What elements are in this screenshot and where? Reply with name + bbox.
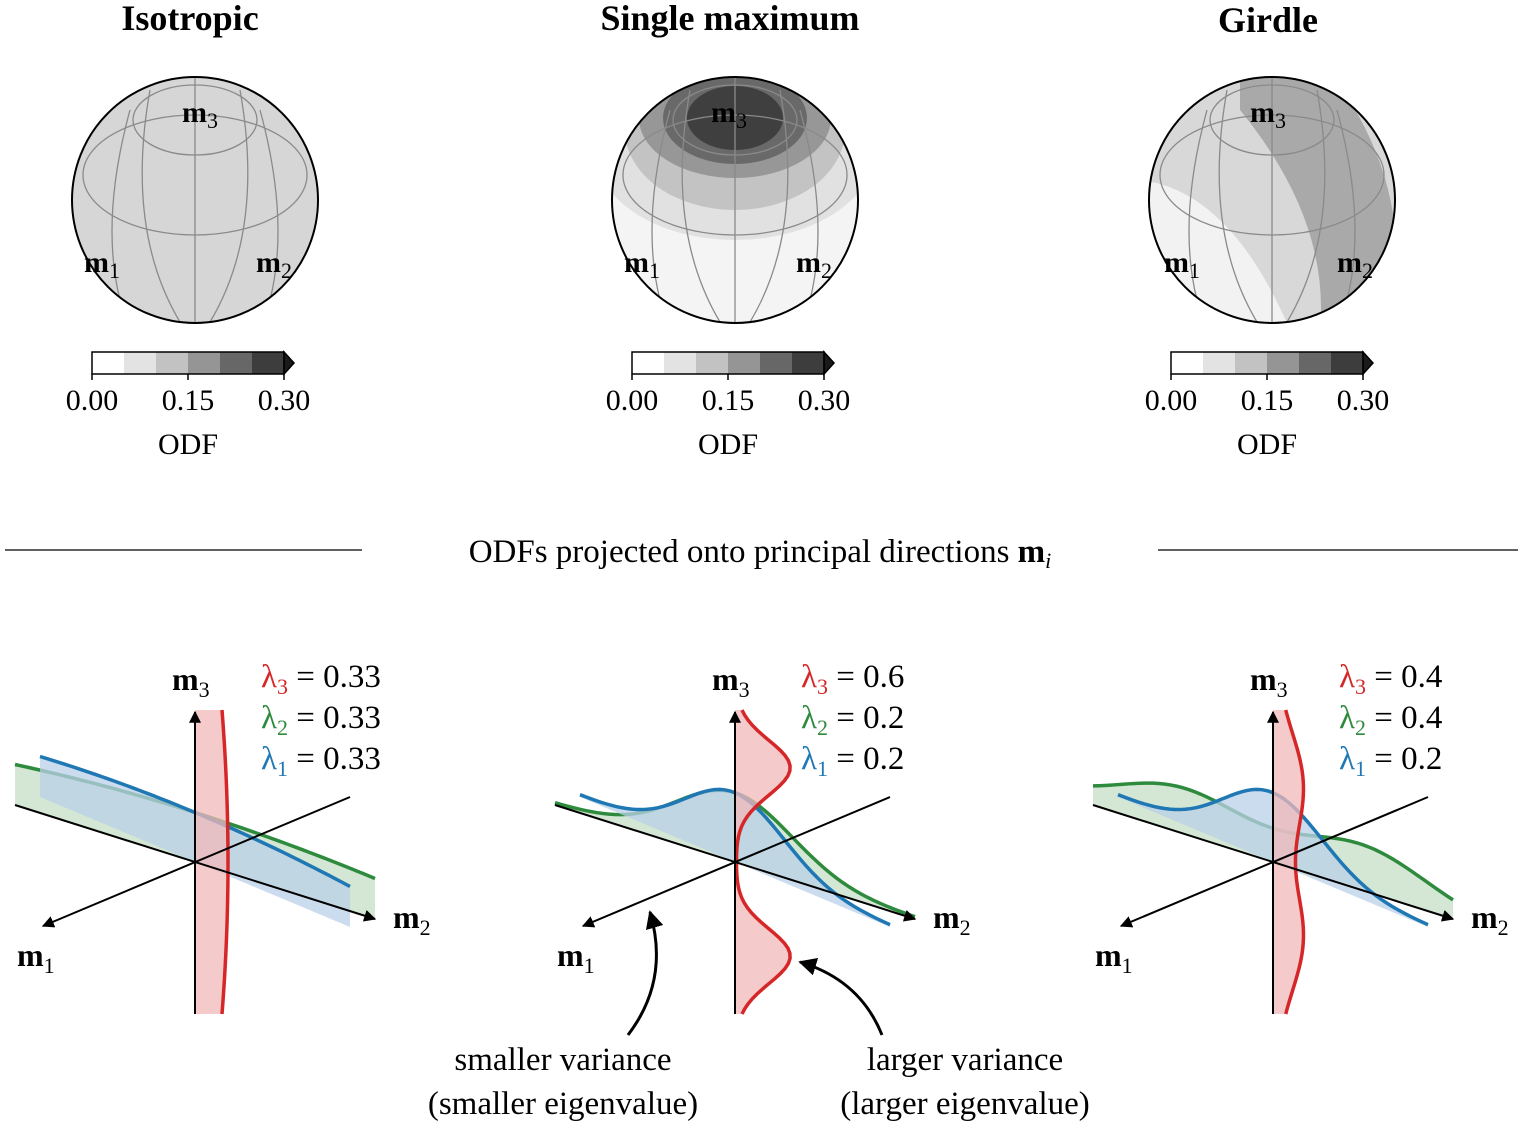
colorbar-segment: [760, 352, 792, 374]
annotations: smaller variance (smaller eigenvalue) la…: [428, 910, 1090, 1122]
colorbar-extend-arrow: [1362, 350, 1375, 376]
annotation-left-line2: (smaller eigenvalue): [428, 1086, 698, 1122]
colorbar-segment: [252, 352, 284, 374]
annotation-right-line1: larger variance: [867, 1042, 1063, 1078]
colorbar-segment: [1267, 352, 1299, 374]
colorbar-segment: [124, 352, 156, 374]
projection-panel-2: m3 m1 m2 λ3 = 0.4λ2 = 0.4λ1 = 0.2: [1092, 659, 1509, 1015]
eigenvalue-2: λ2 = 0.2: [801, 700, 904, 740]
annotation-left-line1: smaller variance: [454, 1042, 671, 1078]
colorbar-tick-label: 0.30: [1337, 384, 1390, 417]
colorbar-segment: [1203, 352, 1235, 374]
odf-projection-m3-fill: [195, 710, 228, 1014]
section-divider: ODFs projected onto principal directions…: [5, 534, 1518, 573]
sphere-gridlines: [1159, 78, 1385, 323]
colorbar-tick-label: 0.15: [1241, 384, 1294, 417]
projection-label-m1: m1: [557, 937, 595, 978]
colorbar-2: 0.00 0.15 0.30 ODF: [1145, 350, 1390, 461]
colorbar-label: ODF: [698, 428, 758, 461]
annotation-right-line2: (larger eigenvalue): [840, 1086, 1090, 1122]
annotation-arrow-left: [626, 910, 664, 1036]
odf-projection-m3-curve: [220, 709, 230, 1015]
axis-m2: [14, 804, 377, 922]
projection-label-m3: m3: [1250, 661, 1288, 702]
colorbar-tick-label: 0.00: [1145, 384, 1198, 417]
colorbar-segment: [728, 352, 760, 374]
sphere-label-m3: m3: [711, 96, 747, 133]
odf-projection-m3-fill: [735, 710, 791, 1014]
colorbar-extend-arrow: [823, 350, 836, 376]
sphere-girdle: m3 m1 m2: [1148, 76, 1396, 324]
colorbar-segment: [792, 352, 824, 374]
panel-title-single-maximum: Single maximum: [600, 0, 859, 38]
annotation-arrow-right: [798, 958, 884, 1036]
projection-label-m2: m2: [393, 899, 431, 940]
colorbar-segment: [1235, 352, 1267, 374]
colorbar-segment: [92, 352, 124, 374]
colorbar-extend-arrow: [283, 350, 296, 376]
sphere-label-m3: m3: [182, 96, 218, 133]
sphere-label-m1: m1: [1164, 246, 1200, 283]
colorbar-segment: [188, 352, 220, 374]
eigenvalue-2: λ2 = 0.4: [1339, 700, 1442, 740]
panel-title-isotropic: Isotropic: [121, 0, 258, 38]
sphere-label-m2: m2: [1337, 246, 1373, 283]
axis-m2: [554, 804, 917, 922]
colorbar-segment: [1171, 352, 1203, 374]
sphere-gridlines: [622, 78, 848, 323]
colorbar-tick-label: 0.15: [702, 384, 755, 417]
colorbar-label: ODF: [158, 428, 218, 461]
projection-label-m1: m1: [17, 937, 55, 978]
colorbar-segment: [664, 352, 696, 374]
colorbar-tick-label: 0.30: [798, 384, 851, 417]
divider-text: ODFs projected onto principal directions…: [469, 534, 1052, 573]
eigenvalue-1: λ1 = 0.2: [801, 741, 904, 781]
odf-projection-m3-fill: [1273, 710, 1304, 1014]
colorbar-segment: [1299, 352, 1331, 374]
projection-label-m2: m2: [933, 899, 971, 940]
sphere-label-m1: m1: [84, 246, 120, 283]
projection-panel-1: m3 m1 m2 λ3 = 0.6λ2 = 0.2λ1 = 0.2: [554, 659, 971, 1015]
odf-projection-m3-curve: [1284, 709, 1306, 1015]
sphere-label-m3: m3: [1250, 96, 1286, 133]
colorbar-0: 0.00 0.15 0.30 ODF: [66, 350, 311, 461]
eigenvalue-3: λ3 = 0.33: [261, 659, 381, 699]
sphere-label-m1: m1: [624, 246, 660, 283]
colorbar-tick-label: 0.30: [258, 384, 311, 417]
projection-label-m2: m2: [1471, 899, 1509, 940]
colorbar-tick-label: 0.00: [66, 384, 119, 417]
projection-label-m1: m1: [1095, 937, 1133, 978]
eigenvalue-1: λ1 = 0.33: [261, 741, 381, 781]
panel-title-girdle: Girdle: [1218, 0, 1318, 40]
axis-m2: [1092, 804, 1455, 922]
colorbar-label: ODF: [1237, 428, 1297, 461]
eigenvalue-3: λ3 = 0.6: [801, 659, 904, 699]
eigenvalue-1: λ1 = 0.2: [1339, 741, 1442, 781]
sphere-isotropic: m3 m1 m2: [71, 76, 319, 324]
colorbar-segment: [156, 352, 188, 374]
colorbar-tick-label: 0.15: [162, 384, 215, 417]
colorbar-1: 0.00 0.15 0.30 ODF: [606, 350, 851, 461]
sphere-gridlines: [82, 78, 308, 323]
odf-contour-girdle-band: [1240, 77, 1395, 323]
projection-label-m3: m3: [172, 661, 210, 702]
colorbar-segment: [632, 352, 664, 374]
eigenvalue-2: λ2 = 0.33: [261, 700, 381, 740]
projection-label-m3: m3: [712, 661, 750, 702]
colorbar-segment: [220, 352, 252, 374]
sphere-label-m2: m2: [256, 246, 292, 283]
sphere-single-maximum: m3 m1 m2: [611, 76, 859, 324]
eigenvalue-3: λ3 = 0.4: [1339, 659, 1442, 699]
colorbar-tick-label: 0.00: [606, 384, 659, 417]
sphere-label-m2: m2: [796, 246, 832, 283]
colorbar-segment: [1331, 352, 1363, 374]
colorbar-segment: [696, 352, 728, 374]
